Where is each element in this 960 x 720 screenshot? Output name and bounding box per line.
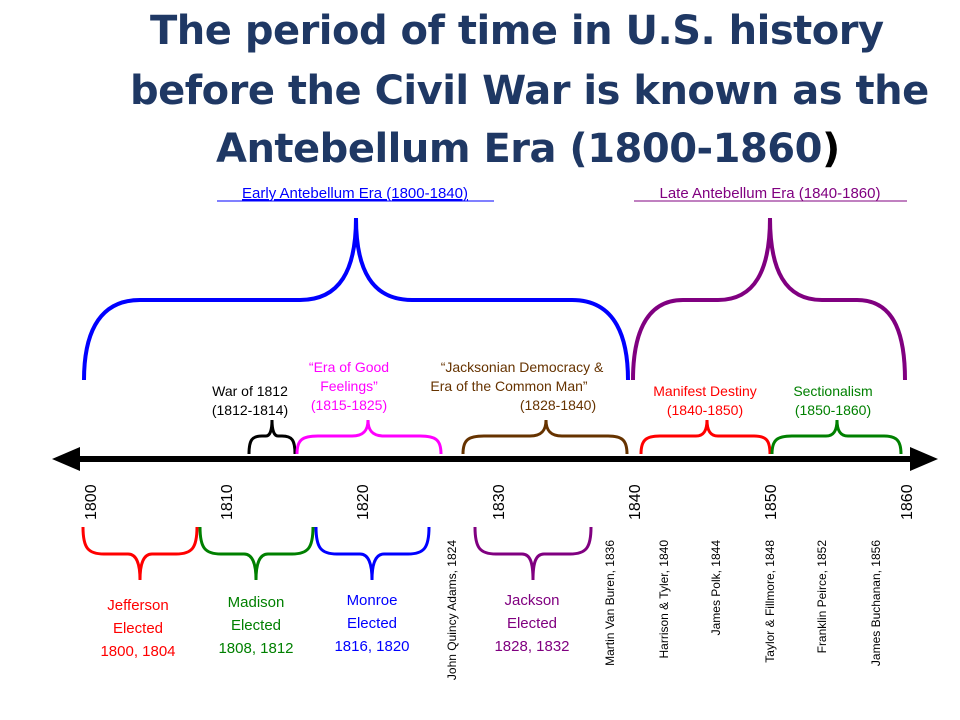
war-of-1812-brace bbox=[247, 419, 297, 455]
manifest-destiny-line-2: (1840-1850) bbox=[667, 402, 743, 418]
jacksonian-line-3: (1828-1840) bbox=[520, 397, 596, 413]
good-feelings-label: “Era of Good Feelings” (1815-1825) bbox=[309, 359, 389, 413]
vertical-president-labels: John Quincy Adams, 1824 Martin Van Buren… bbox=[445, 540, 883, 680]
president-label-buchanan: James Buchanan, 1856 bbox=[869, 540, 883, 666]
title-line-3: Antebellum Era (1800-1860) bbox=[216, 126, 840, 172]
title-line-2: before the Civil War is known as the bbox=[130, 68, 929, 114]
jefferson-label: Jefferson Elected 1800, 1804 bbox=[100, 597, 175, 660]
title-line-1: The period of time in U.S. history bbox=[150, 8, 884, 54]
early-era-brace bbox=[82, 217, 630, 381]
monroe-brace bbox=[314, 526, 431, 581]
jackson-line-3: 1828, 1832 bbox=[494, 638, 569, 655]
war-of-1812-line-2: (1812-1814) bbox=[212, 402, 288, 418]
title-line-3-main: Antebellum Era (1800-1860 bbox=[216, 126, 822, 172]
jefferson-line-1: Jefferson bbox=[107, 597, 168, 614]
monroe-label: Monroe Elected 1816, 1820 bbox=[334, 592, 409, 655]
president-label-van-buren: Martin Van Buren, 1836 bbox=[603, 540, 617, 666]
madison-brace bbox=[198, 526, 315, 581]
jackson-line-2: Elected bbox=[507, 615, 557, 632]
jefferson-line-2: Elected bbox=[113, 620, 163, 637]
jacksonian-label: “Jacksonian Democracy & Era of the Commo… bbox=[430, 359, 604, 413]
jacksonian-line-2: Era of the Common Man” bbox=[430, 378, 588, 394]
late-era-label: Late Antebellum Era (1840-1860) bbox=[660, 185, 881, 202]
manifest-destiny-label: Manifest Destiny (1840-1850) bbox=[653, 383, 756, 418]
president-label-harrison-tyler: Harrison & Tyler, 1840 bbox=[657, 540, 671, 659]
jefferson-brace bbox=[81, 526, 199, 581]
president-label-polk: James Polk, 1844 bbox=[709, 540, 723, 636]
sectionalism-label: Sectionalism (1850-1860) bbox=[793, 383, 872, 418]
good-feelings-line-2: Feelings” bbox=[320, 378, 378, 394]
president-label-taylor-fillmore: Taylor & Fillmore, 1848 bbox=[763, 540, 777, 663]
monroe-line-1: Monroe bbox=[347, 592, 398, 609]
good-feelings-brace bbox=[295, 419, 443, 455]
jackson-line-1: Jackson bbox=[504, 592, 559, 609]
tick-1830: 1830 bbox=[491, 484, 508, 520]
manifest-destiny-brace bbox=[639, 419, 772, 455]
tick-1850: 1850 bbox=[763, 484, 780, 520]
late-era-brace bbox=[631, 217, 907, 381]
timeline-right-arrow bbox=[910, 447, 938, 471]
president-label-jq-adams: John Quincy Adams, 1824 bbox=[445, 540, 459, 680]
timeline-left-arrow bbox=[52, 447, 80, 471]
tick-1840: 1840 bbox=[627, 484, 644, 520]
madison-line-1: Madison bbox=[228, 594, 285, 611]
jackson-label: Jackson Elected 1828, 1832 bbox=[494, 592, 569, 655]
madison-line-2: Elected bbox=[231, 617, 281, 634]
sectionalism-brace bbox=[770, 419, 903, 455]
tick-1820: 1820 bbox=[355, 484, 372, 520]
title-line-3-paren: ) bbox=[821, 126, 840, 172]
sectionalism-line-1: Sectionalism bbox=[793, 383, 872, 399]
war-of-1812-label: War of 1812 (1812-1814) bbox=[212, 383, 288, 418]
jefferson-line-3: 1800, 1804 bbox=[100, 643, 175, 660]
madison-line-3: 1808, 1812 bbox=[218, 640, 293, 657]
monroe-line-2: Elected bbox=[347, 615, 397, 632]
good-feelings-line-1: “Era of Good bbox=[309, 359, 389, 375]
slide-title: The period of time in U.S. history befor… bbox=[0, 6, 960, 176]
president-label-pierce: Franklin Peirce, 1852 bbox=[815, 540, 829, 654]
tick-1800: 1800 bbox=[83, 484, 100, 520]
early-era-label: Early Antebellum Era (1800-1840) bbox=[242, 185, 468, 202]
manifest-destiny-line-1: Manifest Destiny bbox=[653, 383, 756, 399]
madison-label: Madison Elected 1808, 1812 bbox=[218, 594, 293, 657]
jacksonian-brace bbox=[461, 419, 629, 455]
jackson-brace bbox=[473, 526, 593, 581]
war-of-1812-line-1: War of 1812 bbox=[212, 383, 288, 399]
jacksonian-line-1: “Jacksonian Democracy & bbox=[441, 359, 604, 375]
tick-1810: 1810 bbox=[219, 484, 236, 520]
axis-ticks: 1800 1810 1820 1830 1840 1850 1860 bbox=[83, 484, 916, 520]
monroe-line-3: 1816, 1820 bbox=[334, 638, 409, 655]
sectionalism-line-2: (1850-1860) bbox=[795, 402, 871, 418]
tick-1860: 1860 bbox=[899, 484, 916, 520]
good-feelings-line-3: (1815-1825) bbox=[311, 397, 387, 413]
